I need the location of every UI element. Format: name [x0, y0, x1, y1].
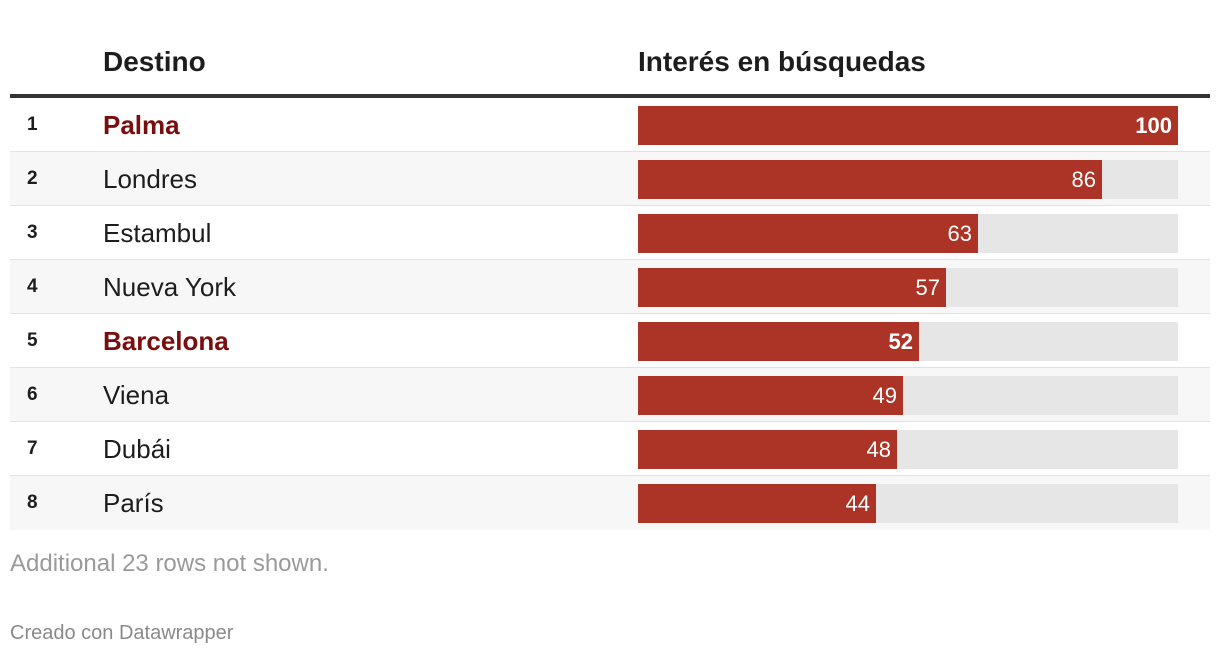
bar-value-label: 48: [866, 437, 891, 462]
bar-value-label: 100: [1135, 113, 1172, 138]
rank-cell: 3: [27, 222, 38, 243]
bar: 63: [638, 214, 978, 253]
rank-cell: 8: [27, 492, 38, 513]
data-table: Destino Interés en búsquedas 1 Palma 100 2 L…: [10, 0, 1210, 530]
bar-track: 49: [638, 376, 1178, 415]
bar-track: 86: [638, 160, 1178, 199]
bar: 86: [638, 160, 1102, 199]
bar: 57: [638, 268, 946, 307]
column-header-interes[interactable]: Interés en búsquedas: [638, 46, 926, 77]
table-row: 7 Dubái 48: [10, 422, 1210, 476]
bar: 52: [638, 322, 919, 361]
rank-cell: 1: [27, 114, 38, 135]
rank-cell: 6: [27, 384, 38, 405]
destination-cell: Estambul: [103, 218, 212, 248]
bar-value-label: 52: [888, 329, 913, 354]
credit-text: Creado con Datawrapper: [10, 622, 234, 644]
table-row: 3 Estambul 63: [10, 206, 1210, 260]
rank-cell: 4: [27, 276, 38, 297]
bar-track: 57: [638, 268, 1178, 307]
table-row: 8 París 44: [10, 476, 1210, 530]
table-row: 4 Nueva York 57: [10, 260, 1210, 314]
bar-track: 44: [638, 484, 1178, 523]
column-header-destino[interactable]: Destino: [103, 46, 206, 77]
bar: 48: [638, 430, 897, 469]
destination-cell: Nueva York: [103, 272, 236, 302]
table-row: 6 Viena 49: [10, 368, 1210, 422]
table-body: 1 Palma 100 2 Londres 86 3 Estambul 63 4 Nueva Yor…: [10, 98, 1210, 530]
destination-cell: Londres: [103, 164, 197, 194]
destination-cell: Palma: [103, 110, 180, 140]
bar-value-label: 86: [1071, 167, 1096, 192]
bar-track: 48: [638, 430, 1178, 469]
bar: 44: [638, 484, 876, 523]
rank-cell: 7: [27, 438, 38, 459]
bar-value-label: 44: [845, 491, 870, 516]
bar-track: 52: [638, 322, 1178, 361]
bar: 100: [638, 106, 1178, 145]
table-row: 5 Barcelona 52: [10, 314, 1210, 368]
rank-cell: 2: [27, 168, 38, 189]
bar: 49: [638, 376, 903, 415]
table-row: 2 Londres 86: [10, 152, 1210, 206]
bar-value-label: 57: [915, 275, 940, 300]
destination-cell: Barcelona: [103, 326, 229, 356]
more-rows-note: Additional 23 rows not shown.: [10, 550, 329, 577]
destination-cell: Viena: [103, 380, 170, 410]
bar-value-label: 63: [947, 221, 972, 246]
destination-cell: Dubái: [103, 434, 171, 464]
destination-cell: París: [103, 488, 164, 518]
bar-track: 63: [638, 214, 1178, 253]
bar-value-label: 49: [872, 383, 897, 408]
table-row: 1 Palma 100: [10, 98, 1210, 152]
rank-cell: 5: [27, 330, 38, 351]
table-header: Destino Interés en búsquedas: [10, 0, 1210, 98]
bar-track: 100: [638, 106, 1178, 145]
